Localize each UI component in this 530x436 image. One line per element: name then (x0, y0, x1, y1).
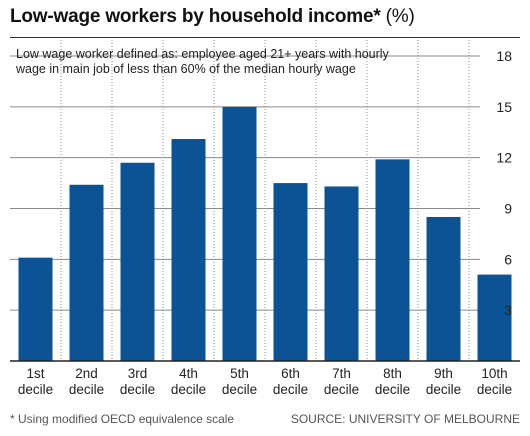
chart-title-unit: (%) (385, 6, 415, 27)
x-tick-label-line: 8th (383, 366, 402, 381)
bar (69, 184, 104, 361)
x-tick-label-line: 9th (434, 366, 453, 381)
x-tick-label-line: decile (222, 382, 257, 397)
bar (375, 159, 410, 361)
x-tick-label-line: decile (477, 382, 512, 397)
x-tick-label-line: decile (120, 382, 155, 397)
footnote: * Using modified OECD equivalence scale (10, 412, 235, 426)
x-tick-label-line: decile (375, 382, 410, 397)
bars (18, 106, 512, 361)
x-tick-label: 8th decile (375, 366, 410, 397)
y-tick-label: 3 (504, 302, 512, 318)
x-tick-label-line: 10th (481, 366, 507, 381)
x-tick-label-line: 3rd (128, 366, 148, 381)
x-tick-label-line: decile (426, 382, 461, 397)
bar (324, 186, 359, 361)
bar (273, 183, 308, 361)
bar (18, 257, 53, 361)
bar (171, 139, 206, 361)
title-divider (10, 37, 520, 38)
x-tick-label-line: 4th (179, 366, 198, 381)
chart-title-text: Low-wage workers by household income* (10, 6, 381, 27)
bar (477, 274, 512, 361)
x-tick-label-line: 5th (230, 366, 249, 381)
x-tick-label-line: decile (69, 382, 104, 397)
x-tick-label-line: 2nd (75, 366, 98, 381)
x-tick-label-line: 7th (332, 366, 351, 381)
bar (120, 162, 155, 361)
x-tick-label: 4th decile (171, 366, 206, 397)
y-axis-tick-labels: 3 6 9 12 15 18 (496, 48, 512, 318)
x-tick-label-line: 1st (26, 366, 44, 381)
x-tick-label: 7th decile (324, 366, 359, 397)
x-tick-label-line: decile (171, 382, 206, 397)
x-tick-label: 2nd decile (69, 366, 104, 397)
y-tick-label: 15 (496, 99, 512, 115)
x-tick-label-line: decile (273, 382, 308, 397)
y-tick-label: 9 (504, 201, 512, 217)
y-tick-label: 6 (504, 251, 512, 267)
x-tick-label: 1st decile (18, 366, 53, 397)
chart-title: Low-wage workers by household income* (%… (10, 6, 415, 28)
x-tick-label: 3rd decile (120, 366, 155, 397)
bar (426, 216, 461, 361)
bar (222, 106, 257, 361)
x-tick-label-line: decile (324, 382, 359, 397)
x-tick-label: 10th decile (477, 366, 512, 397)
x-tick-label: 6th decile (273, 366, 308, 397)
chart-subtitle: Low wage worker defined as: employee age… (16, 47, 389, 76)
y-tick-label: 12 (496, 150, 512, 166)
source-credit: SOURCE: UNIVERSITY OF MELBOURNE (290, 412, 520, 426)
x-tick-label: 9th decile (426, 366, 461, 397)
x-tick-label: 5th decile (222, 366, 257, 397)
x-tick-label-line: decile (18, 382, 53, 397)
y-tick-label: 18 (496, 48, 512, 64)
x-tick-label-line: 6th (281, 366, 300, 381)
